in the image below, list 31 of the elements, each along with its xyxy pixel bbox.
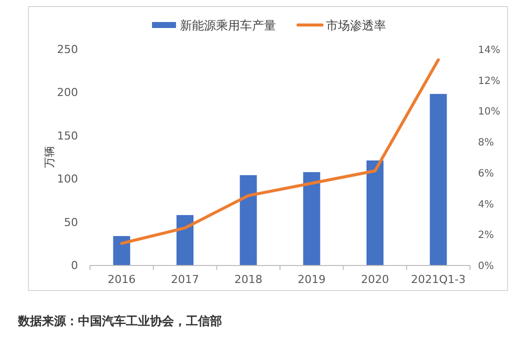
legend-label: 新能源乘用车产量 xyxy=(180,18,276,32)
x-tick-label: 2017 xyxy=(171,273,199,286)
source-note: 数据来源：中国汽车工业协会，工信部 xyxy=(17,314,222,328)
y2-tick-label: 8% xyxy=(478,138,494,149)
x-tick-label: 2020 xyxy=(361,273,389,286)
bar xyxy=(176,215,194,265)
x-tick-label: 2021Q1-3 xyxy=(411,273,466,286)
y2-tick-label: 6% xyxy=(478,168,494,180)
y2-tick-label: 14% xyxy=(478,45,500,56)
y-tick-label: 150 xyxy=(57,129,78,142)
y-tick-label: 0 xyxy=(71,259,78,272)
y-tick-label: 200 xyxy=(57,86,78,100)
y-tick-label: 250 xyxy=(57,43,78,56)
y2-tick-label: 12% xyxy=(478,76,500,87)
x-tick-label: 2019 xyxy=(298,273,326,286)
legend-label: 市场渗透率 xyxy=(326,18,386,32)
y2-tick-label: 2% xyxy=(478,230,494,242)
bar xyxy=(366,160,384,265)
line-series xyxy=(120,58,440,245)
x-tick-label: 2018 xyxy=(234,273,262,286)
y2-tick-label: 0% xyxy=(478,261,494,272)
x-tick-label: 2016 xyxy=(108,273,136,286)
y-tick-label: 100 xyxy=(57,172,78,186)
y-axis-title: 万辆 xyxy=(43,146,56,168)
bar xyxy=(430,94,447,265)
bar xyxy=(240,175,257,265)
y2-tick-label: 4% xyxy=(478,199,494,210)
bar xyxy=(113,236,130,265)
y2-tick-label: 10% xyxy=(478,106,500,118)
y-tick-label: 50 xyxy=(64,216,78,229)
bar xyxy=(303,172,320,265)
